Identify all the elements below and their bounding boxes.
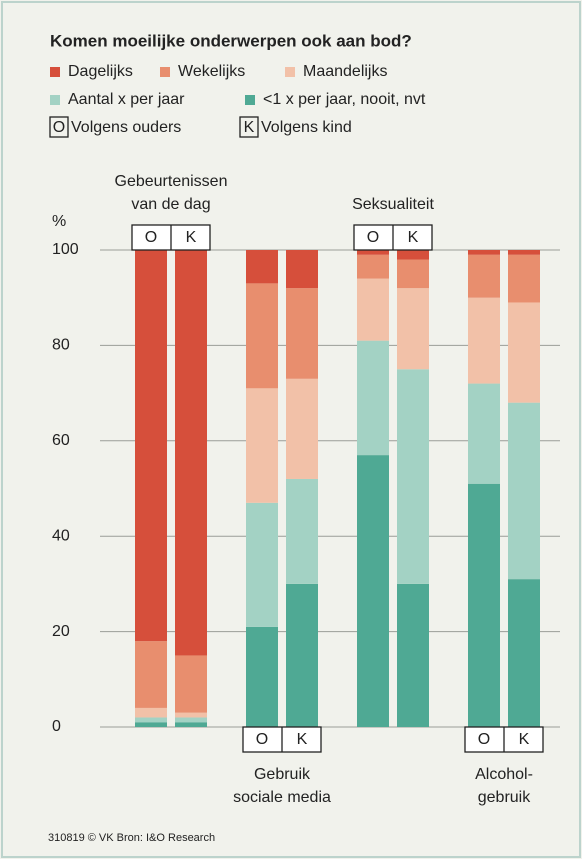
bar-segment (135, 707, 167, 718)
sub-label: K (186, 229, 197, 246)
bar-segment (508, 302, 540, 403)
y-tick-label: 20 (52, 623, 70, 640)
legend-box (239, 116, 259, 138)
legend-swatch (50, 95, 60, 105)
sub-label: K (408, 229, 419, 246)
bar-segment (357, 455, 389, 727)
bar-segment (357, 250, 389, 255)
bar-segment (468, 297, 500, 384)
bar-segment (135, 717, 167, 723)
bar-segment (286, 378, 318, 479)
legend-swatch (245, 95, 255, 105)
group-label: Gebruik (254, 766, 311, 783)
legend-label: Dagelijks (68, 63, 133, 80)
bar-segment (468, 483, 500, 727)
sub-label: O (478, 731, 490, 748)
bar-segment (286, 288, 318, 379)
bar-segment (397, 250, 429, 260)
bar-segment (286, 478, 318, 584)
bar-segment (468, 254, 500, 298)
bar-segment (175, 717, 207, 723)
legend-swatch (285, 67, 295, 77)
bar-segment (175, 722, 207, 727)
legend-box-letter: K (244, 119, 255, 136)
bar-segment (246, 626, 278, 727)
legend-label: <1 x per jaar, nooit, nvt (263, 91, 426, 108)
bar-segment (175, 655, 207, 713)
sub-label: O (145, 229, 157, 246)
legend-box-letter: O (53, 119, 65, 136)
bar-segment (508, 254, 540, 303)
bar-segment (286, 250, 318, 289)
chart-title: Komen moeilijke onderwerpen ook aan bod? (50, 31, 412, 50)
bar-segment (246, 250, 278, 284)
bar-segment (508, 250, 540, 255)
y-unit: % (52, 213, 66, 230)
bar-segment (135, 722, 167, 727)
bar-segment (397, 288, 429, 370)
y-tick-label: 80 (52, 337, 70, 354)
group-label: van de dag (131, 196, 210, 213)
y-tick-label: 100 (52, 241, 79, 258)
bar-segment (286, 583, 318, 727)
bar-segment (508, 579, 540, 727)
bar-segment (357, 254, 389, 279)
legend-swatch (160, 67, 170, 77)
source: 310819 © VK Bron: I&O Research (48, 832, 215, 844)
group-label: Gebeurtenissen (115, 173, 228, 190)
legend-label: Wekelijks (178, 63, 245, 80)
bar-segment (468, 250, 500, 255)
bar-segment (357, 340, 389, 456)
legend-swatch (50, 67, 60, 77)
bar-segment (175, 250, 207, 656)
sub-label: K (297, 731, 308, 748)
bar-segment (175, 712, 207, 718)
bar-segment (508, 402, 540, 580)
legend-label: Aantal x per jaar (68, 91, 185, 108)
y-tick-label: 40 (52, 527, 70, 544)
bar-segment (397, 369, 429, 584)
bar-segment (135, 250, 167, 642)
sub-label: O (256, 731, 268, 748)
sub-label: K (519, 731, 530, 748)
bar-segment (357, 278, 389, 341)
legend-label: Volgens kind (261, 119, 352, 136)
bar-segment (246, 388, 278, 503)
group-label: gebruik (478, 789, 531, 806)
y-tick-label: 60 (52, 432, 70, 449)
y-tick-label: 0 (52, 718, 61, 735)
bar-segment (468, 383, 500, 484)
group-label: Alcohol- (475, 766, 533, 783)
bar-segment (397, 583, 429, 727)
group-label: Seksualiteit (352, 196, 434, 213)
bar-segment (135, 641, 167, 708)
sub-label: O (367, 229, 379, 246)
bar-segment (246, 502, 278, 627)
bar-segment (246, 283, 278, 389)
legend-box (49, 116, 69, 138)
group-label: sociale media (233, 789, 331, 806)
legend-label: Volgens ouders (71, 119, 181, 136)
bar-segment (397, 259, 429, 289)
legend-label: Maandelijks (303, 63, 387, 80)
